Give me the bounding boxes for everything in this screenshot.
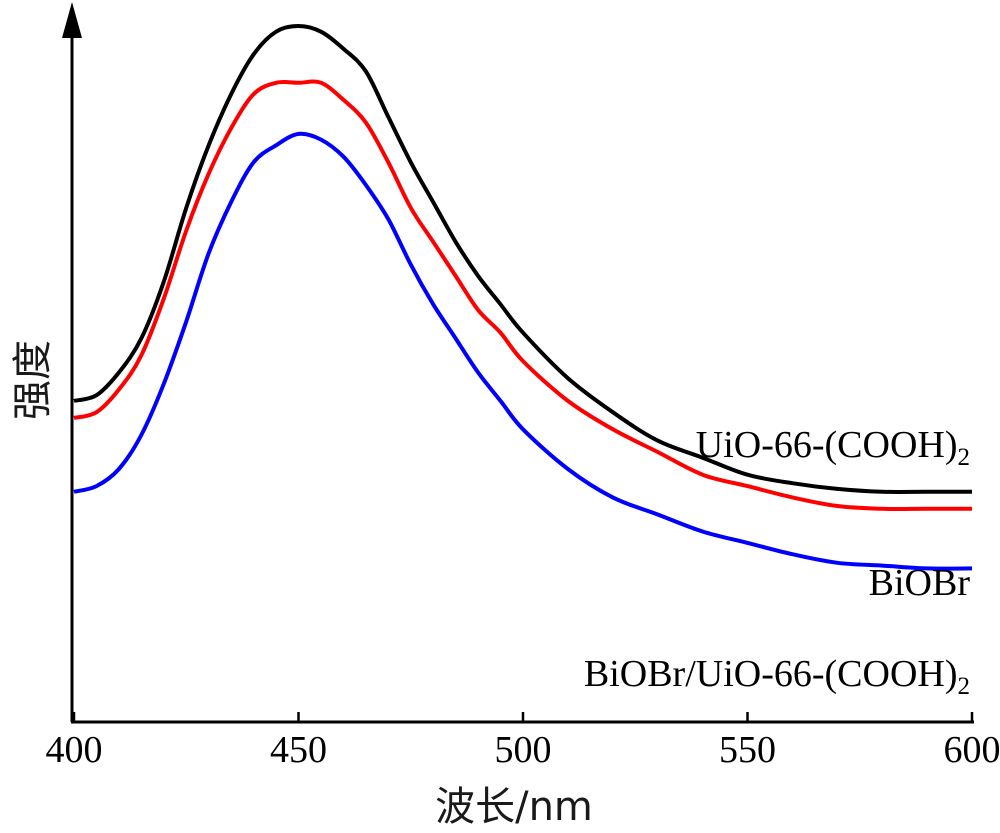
series-line-1	[73, 79, 972, 512]
x-tick-label-550: 550	[719, 729, 776, 771]
series-line-0	[73, 24, 972, 494]
series-label-composite: BiOBr/UiO-66-(COOH)2	[584, 653, 970, 700]
x-tick-label-400: 400	[46, 729, 103, 771]
series-group	[73, 24, 973, 571]
series-label-biobr: BiOBr	[869, 562, 971, 604]
series-label-uio66: UiO-66-(COOH)2	[696, 424, 970, 471]
series-line-2	[73, 131, 973, 571]
y-axis-title: 强度	[10, 340, 56, 420]
y-axis-arrow-icon	[62, 2, 82, 38]
x-ticks: 400 450 500 550 600	[46, 712, 1000, 771]
x-axis-title: 波长/nm	[435, 784, 593, 830]
x-tick-label-500: 500	[495, 729, 552, 771]
x-tick-label-600: 600	[944, 729, 1000, 771]
x-tick-label-450: 450	[270, 729, 327, 771]
